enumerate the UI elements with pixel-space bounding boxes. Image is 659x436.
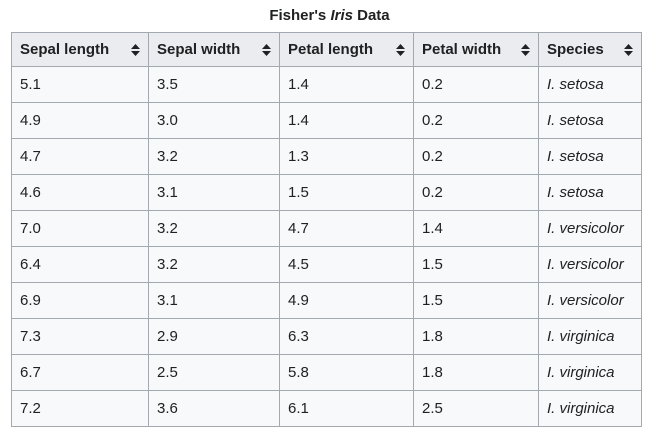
sepal-length-cell: 6.7 — [11, 354, 149, 391]
sepal-length-cell: 4.9 — [11, 102, 149, 139]
species-cell: I. setosa — [538, 102, 642, 139]
petal-width-cell: 1.5 — [413, 246, 539, 283]
sort-icon[interactable] — [624, 43, 633, 56]
column-header-sepal-width[interactable]: Sepal width — [148, 32, 280, 67]
table-row: 7.3 2.9 6.3 1.8 I. virginica — [11, 318, 642, 355]
sepal-width-cell: 3.0 — [148, 102, 280, 139]
petal-length-cell: 6.1 — [279, 390, 414, 427]
sepal-length-cell: 7.2 — [11, 390, 149, 427]
column-header-sepal-length[interactable]: Sepal length — [11, 32, 149, 67]
table-row: 6.4 3.2 4.5 1.5 I. versicolor — [11, 246, 642, 283]
petal-length-cell: 1.4 — [279, 102, 414, 139]
sepal-length-cell: 5.1 — [11, 66, 149, 103]
petal-length-cell: 1.3 — [279, 138, 414, 175]
column-header-species[interactable]: Species — [538, 32, 642, 67]
sort-icon[interactable] — [521, 43, 530, 56]
species-cell: I. setosa — [538, 66, 642, 103]
column-header-label: Petal width — [422, 41, 502, 58]
sort-icon[interactable] — [131, 43, 140, 56]
column-header-petal-length[interactable]: Petal length — [279, 32, 414, 67]
petal-width-cell: 1.8 — [413, 354, 539, 391]
petal-width-cell: 0.2 — [413, 102, 539, 139]
sepal-width-cell: 3.2 — [148, 138, 280, 175]
table-caption: Fisher's Iris Data — [0, 0, 659, 32]
sepal-width-cell: 3.5 — [148, 66, 280, 103]
sepal-length-cell: 7.0 — [11, 210, 149, 247]
petal-width-cell: 2.5 — [413, 390, 539, 427]
table-row: 4.9 3.0 1.4 0.2 I. setosa — [11, 102, 642, 139]
sepal-width-cell: 2.5 — [148, 354, 280, 391]
header-row: Sepal length Sepal width Petal length Pe… — [11, 32, 642, 67]
petal-width-cell: 1.4 — [413, 210, 539, 247]
sepal-width-cell: 3.2 — [148, 246, 280, 283]
sepal-length-cell: 6.9 — [11, 282, 149, 319]
sepal-width-cell: 3.1 — [148, 282, 280, 319]
petal-width-cell: 0.2 — [413, 174, 539, 211]
table-row: 7.2 3.6 6.1 2.5 I. virginica — [11, 390, 642, 427]
species-cell: I. virginica — [538, 390, 642, 427]
species-cell: I. versicolor — [538, 210, 642, 247]
sepal-width-cell: 3.6 — [148, 390, 280, 427]
sepal-length-cell: 7.3 — [11, 318, 149, 355]
iris-data-table: Sepal length Sepal width Petal length Pe… — [11, 32, 642, 427]
sepal-width-cell: 2.9 — [148, 318, 280, 355]
sepal-length-cell: 6.4 — [11, 246, 149, 283]
table-row: 7.0 3.2 4.7 1.4 I. versicolor — [11, 210, 642, 247]
petal-width-cell: 0.2 — [413, 66, 539, 103]
petal-length-cell: 4.9 — [279, 282, 414, 319]
petal-width-cell: 1.8 — [413, 318, 539, 355]
species-cell: I. setosa — [538, 138, 642, 175]
petal-length-cell: 1.5 — [279, 174, 414, 211]
species-cell: I. versicolor — [538, 246, 642, 283]
table-row: 6.9 3.1 4.9 1.5 I. versicolor — [11, 282, 642, 319]
species-cell: I. versicolor — [538, 282, 642, 319]
petal-length-cell: 1.4 — [279, 66, 414, 103]
sort-icon[interactable] — [396, 43, 405, 56]
petal-length-cell: 6.3 — [279, 318, 414, 355]
sepal-length-cell: 4.6 — [11, 174, 149, 211]
table-row: 5.1 3.5 1.4 0.2 I. setosa — [11, 66, 642, 103]
sepal-width-cell: 3.1 — [148, 174, 280, 211]
petal-length-cell: 4.7 — [279, 210, 414, 247]
petal-width-cell: 1.5 — [413, 282, 539, 319]
sort-icon[interactable] — [262, 43, 271, 56]
species-cell: I. virginica — [538, 318, 642, 355]
column-header-label: Petal length — [288, 41, 374, 58]
table-row: 6.7 2.5 5.8 1.8 I. virginica — [11, 354, 642, 391]
column-header-label: Species — [547, 41, 604, 58]
petal-width-cell: 0.2 — [413, 138, 539, 175]
column-header-label: Sepal width — [157, 41, 241, 58]
column-header-label: Sepal length — [20, 41, 110, 58]
sepal-length-cell: 4.7 — [11, 138, 149, 175]
species-cell: I. virginica — [538, 354, 642, 391]
column-header-petal-width[interactable]: Petal width — [413, 32, 539, 67]
caption-suffix: Data — [352, 7, 390, 24]
petal-length-cell: 5.8 — [279, 354, 414, 391]
petal-length-cell: 4.5 — [279, 246, 414, 283]
table-row: 4.6 3.1 1.5 0.2 I. setosa — [11, 174, 642, 211]
table-row: 4.7 3.2 1.3 0.2 I. setosa — [11, 138, 642, 175]
sepal-width-cell: 3.2 — [148, 210, 280, 247]
caption-prefix: Fisher's — [269, 7, 331, 24]
caption-emphasis: Iris — [330, 7, 353, 24]
species-cell: I. setosa — [538, 174, 642, 211]
